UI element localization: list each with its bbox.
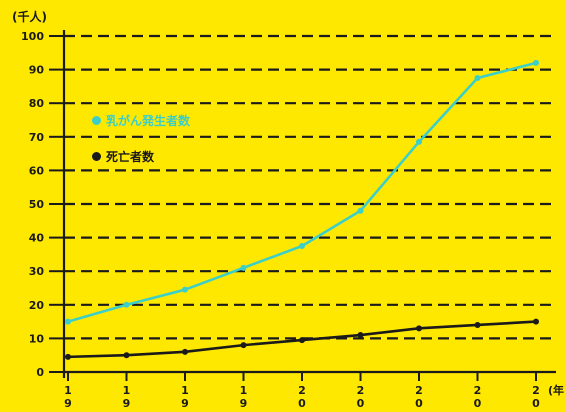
y-tick-label: 0 [36, 366, 44, 379]
y-tick-label: 90 [29, 64, 45, 77]
x-tick-label: 9 [240, 397, 248, 410]
y-tick-label: 40 [29, 232, 45, 245]
data-point-1 [299, 337, 305, 344]
data-point-0 [65, 318, 71, 325]
data-point-1 [240, 342, 247, 349]
data-point-0 [299, 243, 305, 249]
x-axis-unit-label: (年 [548, 383, 564, 397]
x-tick-label: 2 [415, 384, 423, 397]
x-tick-label: 9 [181, 397, 189, 410]
y-tick-label: 30 [29, 265, 45, 278]
data-point-1 [65, 353, 71, 360]
data-point-0 [416, 138, 422, 145]
data-point-0 [533, 59, 539, 66]
legend-marker-deaths [92, 151, 101, 161]
y-tick-label: 20 [29, 299, 45, 312]
x-tick-label: 1 [181, 384, 189, 397]
data-point-1 [474, 321, 481, 328]
legend-label-deaths: 死亡者数 [106, 149, 155, 164]
legend-label-incidence: 乳がん発生者数 [106, 113, 191, 128]
series-line-0 [67, 61, 537, 323]
data-point-0 [474, 75, 481, 81]
y-tick-label: 50 [29, 198, 45, 211]
x-tick-label: 0 [474, 397, 482, 410]
data-point-1 [533, 318, 539, 325]
y-tick-label: 10 [29, 332, 45, 345]
x-tick-label: 0 [298, 397, 306, 410]
x-tick-label: 0 [532, 397, 540, 410]
x-tick-label: 2 [298, 384, 306, 397]
legend-item-incidence: 乳がん発生者数 [92, 110, 190, 130]
y-tick-label: 70 [29, 131, 45, 144]
y-tick-label: 60 [29, 164, 45, 177]
x-tick-label: 9 [123, 397, 131, 410]
x-tick-label: 2 [357, 384, 365, 397]
legend-marker-incidence [92, 115, 101, 125]
data-point-0 [240, 264, 247, 271]
y-axis-unit-label: (千人) [12, 10, 47, 24]
data-point-1 [416, 325, 422, 332]
legend: 乳がん発生者数 死亡者数 [92, 110, 190, 182]
data-point-0 [357, 207, 364, 214]
x-tick-label: 0 [357, 397, 365, 410]
x-tick-label: 9 [64, 397, 72, 410]
x-tick-label: 2 [532, 384, 540, 397]
x-tick-label: 1 [64, 384, 72, 397]
data-point-1 [182, 348, 188, 355]
data-point-1 [123, 352, 130, 359]
x-tick-label: 0 [415, 397, 423, 410]
y-tick-label: 100 [21, 30, 44, 43]
x-tick-label: 1 [123, 384, 131, 397]
data-point-0 [123, 301, 130, 308]
y-tick-label: 80 [29, 97, 45, 110]
data-point-1 [357, 332, 364, 339]
data-point-0 [182, 286, 188, 293]
legend-item-deaths: 死亡者数 [92, 146, 190, 166]
x-tick-label: 1 [240, 384, 248, 397]
x-tick-label: 2 [474, 384, 482, 397]
